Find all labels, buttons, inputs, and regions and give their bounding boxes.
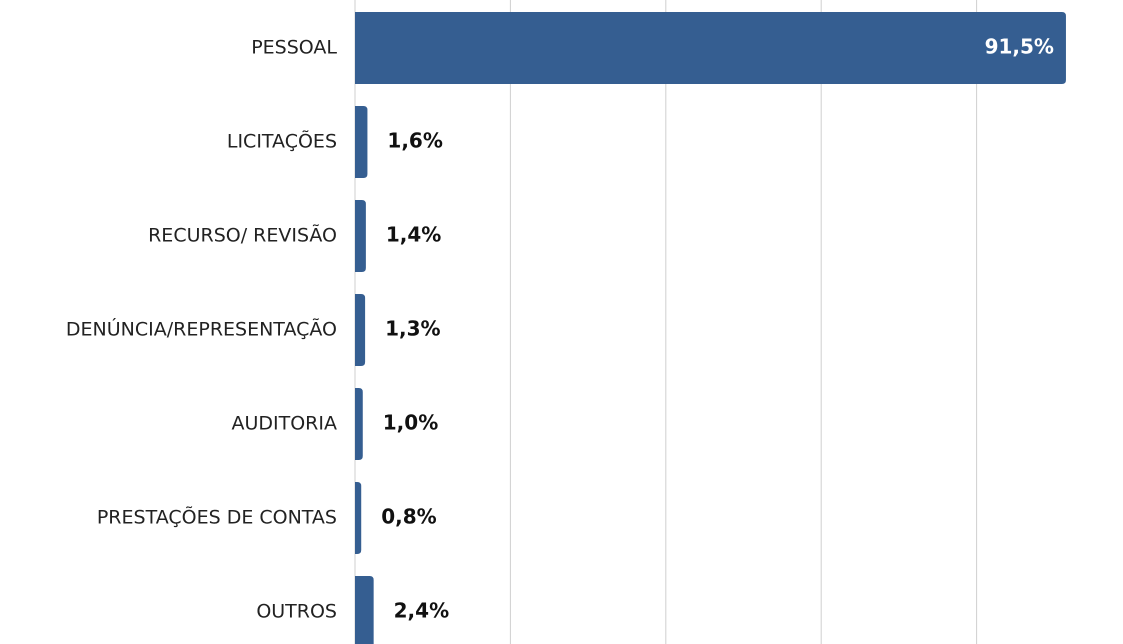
value-label: 1,6%: [387, 129, 442, 153]
bar: [355, 482, 362, 554]
category-label: DENÚNCIA/REPRESENTAÇÃO: [66, 317, 337, 341]
value-label: 2,4%: [394, 599, 449, 623]
bar: [355, 106, 368, 178]
bar: [355, 388, 363, 460]
category-label: LICITAÇÕES: [227, 130, 337, 153]
bar: [355, 12, 1066, 84]
category-label: RECURSO/ REVISÃO: [148, 224, 337, 247]
bar: [355, 200, 366, 272]
value-label: 0,8%: [381, 505, 436, 529]
value-label: 91,5%: [985, 35, 1054, 59]
value-label: 1,3%: [385, 317, 440, 341]
category-label: AUDITORIA: [231, 413, 337, 435]
value-label: 1,0%: [383, 411, 438, 435]
category-label: PRESTAÇÕES DE CONTAS: [97, 506, 337, 529]
bar: [355, 294, 366, 366]
category-label: OUTROS: [256, 601, 337, 623]
bar: [355, 576, 374, 644]
value-label: 1,4%: [386, 223, 441, 247]
category-label: PESSOAL: [251, 37, 337, 59]
